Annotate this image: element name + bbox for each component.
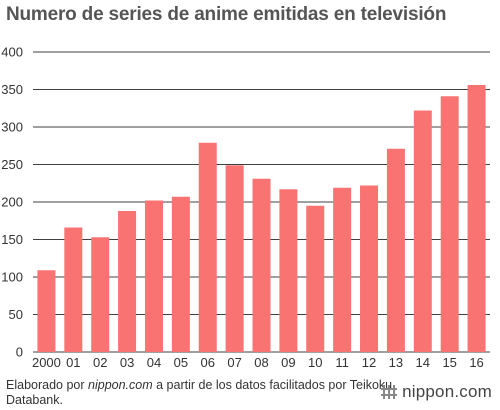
y-tick-label: 200	[1, 195, 23, 210]
x-tick-label: 2000	[32, 355, 61, 370]
bar	[225, 165, 244, 352]
x-tick-label: 02	[93, 355, 107, 370]
x-tick-label: 14	[416, 355, 430, 370]
bar	[360, 185, 379, 352]
x-tick-label: 09	[281, 355, 295, 370]
brand-name: nippon.com	[402, 382, 492, 401]
source-prefix: Elaborado por	[6, 378, 89, 392]
y-tick-label: 400	[1, 45, 23, 60]
x-axis-ticks: 2000 01 02 03 04 05 06 07 08 09 10 11 12 13 14 15 16	[32, 355, 484, 370]
x-tick-label: 11	[335, 355, 349, 370]
bar	[413, 110, 432, 352]
chart-title: Numero de series de anime emitidas en te…	[6, 4, 447, 25]
source-note: Elaborado por nippon.com a partir de los…	[6, 378, 396, 408]
nippon-logo: nippon.com	[380, 382, 492, 402]
bar-chart: 0 50 100 150 200 250 300 350 400 2000 01 02 03 04 05 0…	[1, 45, 490, 370]
bar	[37, 270, 56, 352]
x-tick-label: 08	[254, 355, 268, 370]
bar	[252, 178, 271, 352]
y-tick-label: 300	[1, 120, 23, 135]
bar	[467, 85, 486, 352]
bar	[91, 237, 110, 352]
x-tick-label: 10	[308, 355, 322, 370]
bar	[198, 142, 217, 352]
bar	[333, 187, 352, 352]
bar	[386, 148, 405, 352]
bar	[440, 96, 459, 352]
x-tick-label: 07	[227, 355, 241, 370]
x-tick-label: 03	[120, 355, 134, 370]
y-tick-label: 0	[16, 345, 23, 360]
x-tick-label: 13	[389, 355, 403, 370]
y-tick-label: 150	[1, 232, 23, 247]
x-tick-label: 15	[442, 355, 456, 370]
y-axis-ticks: 0 50 100 150 200 250 300 350 400	[1, 45, 23, 360]
bars	[37, 85, 486, 352]
bar	[118, 211, 137, 352]
x-tick-label: 12	[362, 355, 376, 370]
x-tick-label: 16	[469, 355, 483, 370]
source-suffix: a partir de los datos facilitados por Te…	[6, 378, 393, 407]
bar	[171, 196, 190, 352]
bar	[144, 200, 163, 352]
source-site: nippon.com	[88, 378, 153, 392]
y-tick-label: 50	[9, 307, 23, 322]
y-tick-label: 100	[1, 270, 23, 285]
x-tick-label: 05	[174, 355, 188, 370]
bar	[306, 205, 325, 352]
x-tick-label: 04	[147, 355, 161, 370]
x-tick-label: 01	[66, 355, 80, 370]
y-tick-label: 250	[1, 157, 23, 172]
bar	[64, 227, 83, 352]
x-tick-label: 06	[201, 355, 215, 370]
bar	[279, 189, 298, 352]
nippon-logo-icon	[381, 385, 398, 399]
y-tick-label: 350	[1, 82, 23, 97]
